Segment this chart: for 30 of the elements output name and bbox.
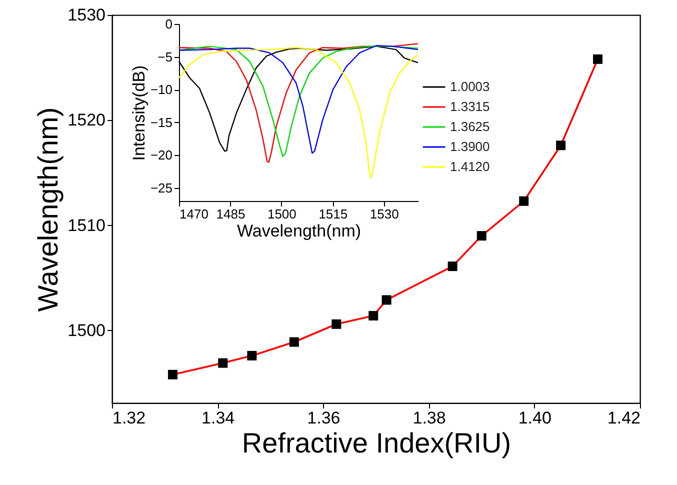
y-tick-label: 0 <box>165 16 172 32</box>
x-tick-label: 1485 <box>216 206 246 222</box>
x-axis-title: Refractive Index(RIU) <box>242 428 512 458</box>
legend-label: 1.3315 <box>450 99 490 114</box>
y-tick-label: 1500 <box>68 320 106 340</box>
y-tick-label: −5 <box>158 49 172 64</box>
legend-label: 1.4120 <box>450 159 490 174</box>
y-tick-label: 1510 <box>68 216 106 235</box>
y-tick-label: 1520 <box>68 110 106 130</box>
x-tick-label: 1515 <box>318 206 348 222</box>
x-tick-label: 1.34 <box>202 408 235 428</box>
x-tick-label: 1500 <box>267 206 296 222</box>
y-axis-title: Wavelength(nm) <box>32 107 64 312</box>
x-axis-title: Wavelength(nm) <box>236 222 362 240</box>
x-tick-label: 1.40 <box>518 408 552 428</box>
x-tick-label: 1470 <box>180 206 208 222</box>
x-tick-label: 1.38 <box>412 408 446 428</box>
y-tick-label: −25 <box>150 180 172 196</box>
x-tick-label: 1.42 <box>607 408 640 428</box>
y-axis-title: Intensity(dB) <box>129 65 148 161</box>
legend-label: 1.3625 <box>450 119 490 134</box>
y-tick-label: −10 <box>150 82 172 98</box>
y-tick-label: −20 <box>150 148 172 163</box>
x-tick-label: 1.36 <box>307 408 340 428</box>
legend-label: 1.3900 <box>450 139 490 154</box>
y-tick-label: −15 <box>150 114 172 130</box>
x-tick-label: 1.32 <box>112 408 146 428</box>
x-tick-label: 1530 <box>370 206 399 222</box>
legend-label: 1.0003 <box>450 79 490 94</box>
y-tick-label: 1530 <box>68 6 106 24</box>
